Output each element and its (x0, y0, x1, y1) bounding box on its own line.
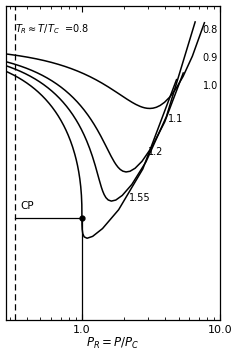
Text: $T_R \approx T/T_C$  =0.8: $T_R \approx T/T_C$ =0.8 (15, 22, 89, 36)
Text: 1.55: 1.55 (129, 193, 151, 203)
Text: 0.9: 0.9 (203, 52, 218, 62)
Text: 1.2: 1.2 (148, 147, 163, 157)
Text: 1.0: 1.0 (203, 81, 218, 91)
X-axis label: $P_R = P/P_C$: $P_R = P/P_C$ (86, 336, 139, 351)
Text: CP: CP (21, 201, 34, 211)
Text: 0.8: 0.8 (203, 25, 218, 35)
Text: 1.1: 1.1 (168, 114, 183, 124)
